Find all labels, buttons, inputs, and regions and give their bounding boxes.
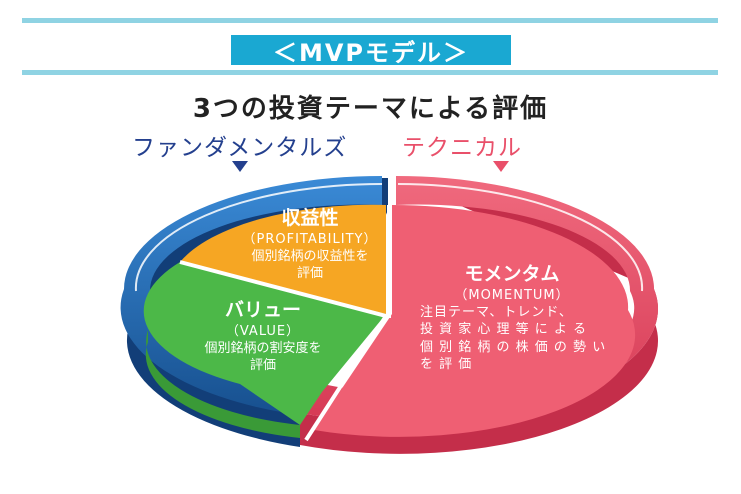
technical-arrow-icon — [493, 161, 509, 172]
profitability-desc-line: 個別銘柄の収益性を — [251, 249, 369, 265]
profitability-segment: 収益性 （PROFITABILITY） 個別銘柄の収益性を 評価 — [230, 206, 390, 283]
momentum-slice — [314, 204, 636, 437]
value-title: バリュー — [224, 299, 301, 321]
page-title: 3つの投資テーマによる評価 — [192, 94, 549, 124]
profitability-english: （PROFITABILITY） — [242, 232, 378, 248]
momentum-segment: モメンタム （MOMENTUM） 注目テーマ、トレンド、 投 資 家 心 理 等… — [412, 262, 612, 373]
bottom-rule — [22, 70, 718, 75]
momentum-english: （MOMENTUM） — [454, 288, 570, 304]
value-desc-line: 評価 — [249, 358, 276, 374]
profitability-title: 収益性 — [281, 207, 339, 229]
profitability-desc-line: 評価 — [296, 266, 323, 282]
fundamentals-label: ファンダメンタルズ — [132, 135, 348, 161]
value-slice-side — [145, 330, 300, 438]
profitability-slice — [180, 204, 386, 314]
momentum-desc-line: を 評 価 — [420, 356, 473, 372]
value-desc-line: 個別銘柄の割安度を — [204, 341, 322, 357]
momentum-title: モメンタム — [464, 263, 560, 285]
fundamentals-arrow-icon — [232, 161, 248, 172]
momentum-desc-line: 投 資 家 心 理 等 に よ る — [420, 322, 588, 338]
model-banner: ＜MVPモデル＞ — [231, 35, 511, 67]
value-slice — [143, 262, 386, 425]
momentum-desc-line: 注目テーマ、トレンド、 — [420, 305, 573, 321]
technical-label: テクニカル — [402, 135, 522, 161]
value-segment: バリュー （VALUE） 個別銘柄の割安度を 評価 — [178, 298, 348, 375]
momentum-desc-line: 個 別 銘 柄 の 株 価 の 勢 い — [420, 339, 607, 355]
value-english: （VALUE） — [225, 324, 301, 340]
top-rule — [22, 18, 718, 23]
